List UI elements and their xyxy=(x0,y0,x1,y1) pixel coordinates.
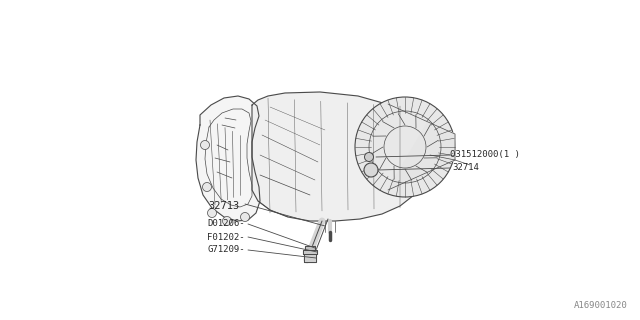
Circle shape xyxy=(365,153,374,162)
Polygon shape xyxy=(305,246,315,250)
Circle shape xyxy=(207,209,216,218)
Text: 32714: 32714 xyxy=(452,164,479,172)
Text: G71209-: G71209- xyxy=(207,245,245,254)
Circle shape xyxy=(364,163,378,177)
Circle shape xyxy=(223,217,232,226)
Polygon shape xyxy=(388,122,455,190)
Text: D01206-: D01206- xyxy=(207,220,245,228)
Polygon shape xyxy=(252,92,432,221)
Ellipse shape xyxy=(355,97,455,197)
Text: F01202-: F01202- xyxy=(207,233,245,242)
Circle shape xyxy=(202,182,211,191)
Text: 32713: 32713 xyxy=(209,201,240,211)
Polygon shape xyxy=(303,250,317,254)
Circle shape xyxy=(241,212,250,221)
Polygon shape xyxy=(304,254,316,262)
Circle shape xyxy=(200,140,209,149)
Polygon shape xyxy=(196,96,260,221)
Text: 031512000(1 ): 031512000(1 ) xyxy=(450,150,520,159)
Text: A169001020: A169001020 xyxy=(574,301,628,310)
